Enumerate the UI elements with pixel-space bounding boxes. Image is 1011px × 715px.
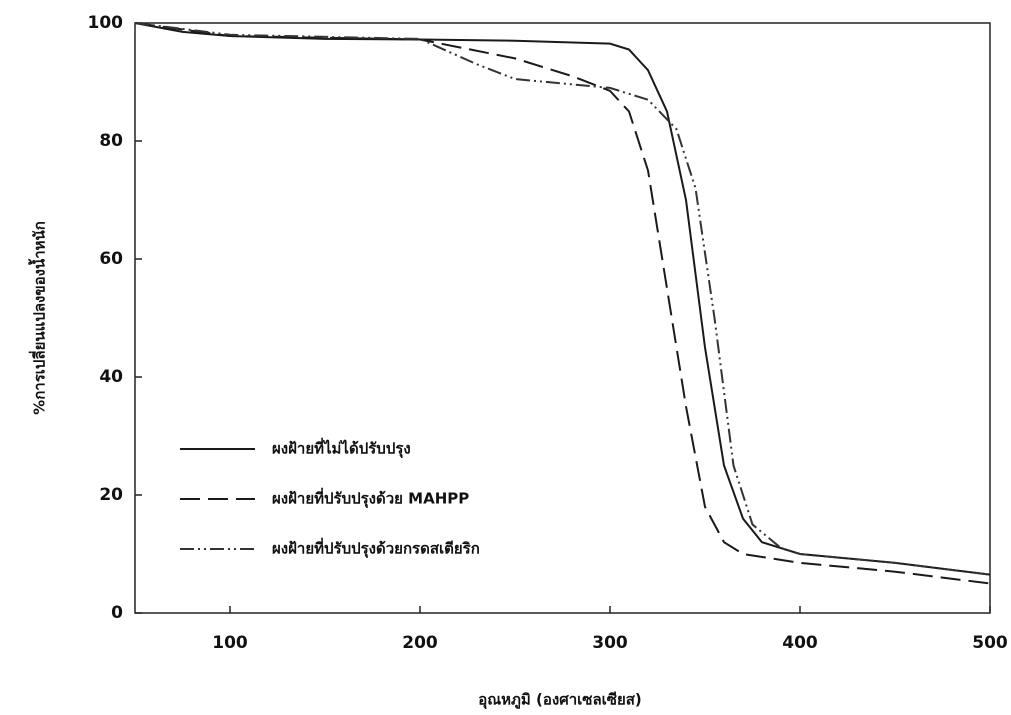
legend-label: ผงฝ้ายที่ปรับปรุงด้วยกรดสเตียริก bbox=[272, 538, 480, 559]
y-tick-label: 100 bbox=[88, 13, 124, 33]
x-tick-label: 500 bbox=[972, 633, 1008, 653]
legend-label: ผงฝ้ายที่ปรับปรุงด้วย MAHPP bbox=[272, 488, 469, 509]
y-tick-label: 0 bbox=[111, 603, 123, 623]
x-tick-label: 200 bbox=[402, 633, 438, 653]
series-line bbox=[135, 23, 990, 575]
y-tick-label: 40 bbox=[99, 367, 123, 387]
x-tick-label: 300 bbox=[592, 633, 628, 653]
plot-frame bbox=[135, 23, 990, 613]
y-tick-label: 20 bbox=[99, 485, 123, 505]
series-line bbox=[135, 23, 990, 575]
x-tick-label: 100 bbox=[212, 633, 248, 653]
y-tick-label: 60 bbox=[99, 249, 123, 269]
y-tick-label: 80 bbox=[99, 131, 123, 151]
y-axis-label: %การเปลี่ยนแปลงของน้ำหนัก bbox=[28, 221, 49, 415]
legend-label: ผงฝ้ายที่ไม่ได้ปรับปรุง bbox=[272, 438, 411, 459]
x-tick-label: 400 bbox=[782, 633, 818, 653]
series-line bbox=[135, 23, 990, 584]
chart: อุณหภูมิ (องศาเซลเซียส) %การเปลี่ยนแปลงข… bbox=[0, 0, 1011, 715]
x-axis-label: อุณหภูมิ (องศาเซลเซียส) bbox=[478, 691, 642, 710]
